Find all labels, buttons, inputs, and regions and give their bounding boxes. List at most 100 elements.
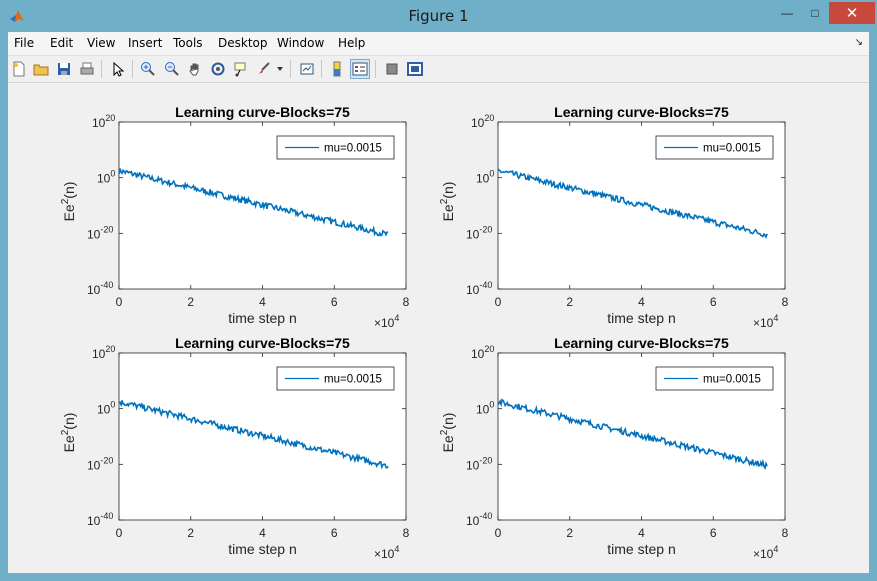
x-tick-label: 0 <box>116 295 123 309</box>
subplot-1[interactable]: 0 2 4 6 8 1020 100 10-20 10-40 Learning curve-Blo… <box>60 104 410 330</box>
y-axis-label: Ee2(n) <box>60 413 77 453</box>
brush-button[interactable] <box>254 59 274 79</box>
subplot-4[interactable]: 0 2 4 6 8 1020 100 10-20 10-40 Learning curve-Blo… <box>439 335 789 561</box>
toolbar-separator <box>321 60 322 78</box>
x-tick-label: 2 <box>566 295 573 309</box>
x-tick-label: 0 <box>495 295 502 309</box>
new-figure-button[interactable] <box>9 59 29 79</box>
colorbar-icon <box>333 61 341 77</box>
legend-entry-label: mu=0.0015 <box>324 143 382 155</box>
legend[interactable]: mu=0.0015 <box>276 135 395 160</box>
brush-dropdown[interactable] <box>274 59 286 79</box>
legend-entry-label: mu=0.0015 <box>324 374 382 386</box>
legend-entry-label: mu=0.0015 <box>703 374 761 386</box>
maximize-button[interactable]: □ <box>801 2 829 24</box>
x-axis-multiplier: ×104 <box>374 313 399 330</box>
x-tick-label: 8 <box>782 526 789 540</box>
menu-insert[interactable]: Insert <box>128 36 163 50</box>
data-cursor-button[interactable] <box>231 59 251 79</box>
chevron-down-icon <box>277 67 283 71</box>
chart-title: Learning curve-Blocks=75 <box>554 335 729 351</box>
pan-icon <box>189 63 199 76</box>
menu-file[interactable]: File <box>14 36 35 50</box>
legend[interactable]: mu=0.0015 <box>276 366 395 391</box>
link-plot-button[interactable] <box>297 59 317 79</box>
series-line <box>118 168 389 237</box>
legend-button[interactable] <box>350 59 370 79</box>
y-axis-label: Ee2(n) <box>439 182 456 222</box>
y-tick-label: 1020 <box>92 113 115 130</box>
zoom-in-icon <box>141 62 155 76</box>
print-button[interactable] <box>77 59 97 79</box>
x-tick-label: 4 <box>259 526 266 540</box>
menu-view[interactable]: View <box>87 36 116 50</box>
print-icon <box>80 62 94 75</box>
y-tick-label: 10-40 <box>466 280 492 297</box>
subplot-3[interactable]: 0 2 4 6 8 1020 100 10-20 10-40 Learning curve-Blo… <box>60 335 410 561</box>
x-tick-label: 6 <box>710 526 717 540</box>
show-plot-tools-button[interactable] <box>405 59 425 79</box>
y-tick-label: 10-40 <box>87 280 113 297</box>
y-tick-label: 1020 <box>92 344 115 361</box>
toolbar-separator <box>375 60 376 78</box>
y-tick-label: 10-20 <box>466 224 492 241</box>
toolbar-separator <box>132 60 133 78</box>
legend-box <box>276 366 395 391</box>
pointer-button[interactable] <box>108 59 128 79</box>
x-axis-label: time step n <box>607 310 675 326</box>
menu-desktop[interactable]: Desktop <box>218 36 268 50</box>
brush-icon <box>259 62 270 74</box>
x-tick-label: 2 <box>187 526 194 540</box>
pointer-icon <box>113 61 125 77</box>
figure-canvas-area: 0 2 4 6 8 1020 100 10-20 10-40 Learning curve-Blo… <box>8 84 869 573</box>
open-file-icon <box>33 64 49 76</box>
new-figure-icon <box>13 61 25 77</box>
subplot-2[interactable]: 0 2 4 6 8 1020 100 10-20 10-40 Learning curve-Blo… <box>439 104 789 330</box>
menu-help[interactable]: Help <box>338 36 366 50</box>
y-tick-label: 10-20 <box>87 224 113 241</box>
legend[interactable]: mu=0.0015 <box>655 366 774 391</box>
colorbar-button[interactable] <box>327 59 347 79</box>
save-icon <box>58 63 70 75</box>
y-axis-label: Ee2(n) <box>60 182 77 222</box>
minimize-icon: — <box>781 6 793 20</box>
hide-plot-tools-icon <box>386 63 398 75</box>
rotate-3d-button[interactable] <box>208 59 228 79</box>
hide-plot-tools-button[interactable] <box>382 59 402 79</box>
menu-tools[interactable]: Tools <box>173 36 203 50</box>
x-axis-multiplier: ×104 <box>753 544 778 561</box>
x-tick-label: 2 <box>566 526 573 540</box>
zoom-out-icon <box>165 62 179 76</box>
toolbar <box>8 56 869 83</box>
x-tick-label: 6 <box>331 526 338 540</box>
open-file-button[interactable] <box>31 59 51 79</box>
x-tick-label: 4 <box>259 295 266 309</box>
dock-arrow-icon[interactable]: ↘ <box>854 37 863 48</box>
chart-title: Learning curve-Blocks=75 <box>175 104 350 120</box>
series-line <box>497 168 768 240</box>
minimize-button[interactable]: — <box>773 2 801 24</box>
close-button[interactable]: ✕ <box>829 2 875 24</box>
toolbar-separator <box>290 60 291 78</box>
matlab-logo-icon <box>9 8 25 24</box>
menu-window[interactable]: Window <box>277 36 325 50</box>
legend-box <box>655 135 774 160</box>
legend[interactable]: mu=0.0015 <box>655 135 774 160</box>
x-tick-label: 4 <box>638 295 645 309</box>
y-tick-label: 1020 <box>471 113 494 130</box>
window-title: Figure 1 <box>408 7 469 25</box>
pan-button[interactable] <box>185 59 205 79</box>
y-tick-label: 10-20 <box>87 455 113 472</box>
y-tick-label: 100 <box>476 169 494 186</box>
rotate-3d-icon <box>211 62 225 76</box>
legend-icon <box>352 62 368 76</box>
menu-bar: File Edit View Insert Tools Desktop Wind… <box>8 32 869 56</box>
title-bar[interactable]: Figure 1 — □ ✕ <box>0 0 877 31</box>
toolbar-separator <box>101 60 102 78</box>
y-tick-label: 1020 <box>471 344 494 361</box>
zoom-out-button[interactable] <box>162 59 182 79</box>
save-button[interactable] <box>54 59 74 79</box>
menu-edit[interactable]: Edit <box>50 36 74 50</box>
zoom-in-button[interactable] <box>138 59 158 79</box>
